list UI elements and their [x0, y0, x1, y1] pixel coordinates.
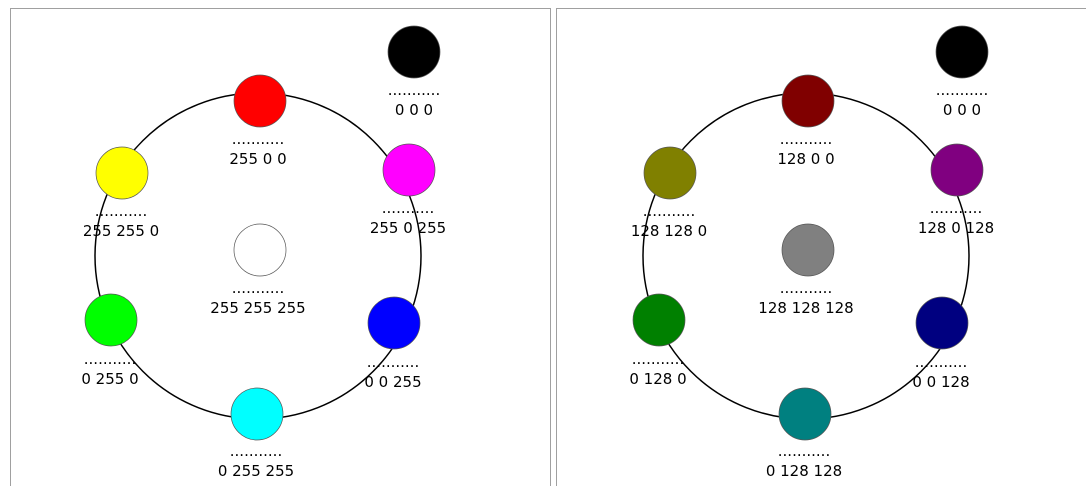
center-swatch: ........... 255 255 255 — [210, 223, 306, 317]
ring-swatch-dark-green: ........... 0 128 0 — [629, 293, 687, 388]
panel-left: ........... 0 0 0 ........... 255 255 25… — [81, 25, 446, 480]
color-swatch-circle — [643, 146, 697, 200]
dots: ........... — [915, 353, 967, 371]
color-swatch-circle — [233, 223, 287, 277]
dots: ........... — [367, 353, 419, 371]
color-swatch-circle — [367, 296, 421, 350]
color-swatch-circle — [935, 25, 989, 79]
rgb-label: 0 128 0 — [629, 370, 686, 388]
rgb-label: 0 0 0 — [943, 101, 981, 119]
color-swatch-circle — [382, 143, 436, 197]
dots: ........... — [930, 199, 982, 217]
center-swatch: ........... 128 128 128 — [758, 223, 854, 317]
color-swatch-circle — [95, 146, 149, 200]
ring-swatch-yellow: ........... 255 255 0 — [83, 146, 159, 240]
ring-swatch-magenta: ........... 255 0 255 — [370, 143, 446, 237]
rgb-label: 255 255 0 — [83, 222, 159, 240]
color-swatch-circle — [781, 74, 835, 128]
dots: ........... — [232, 279, 284, 297]
rgb-label: 0 0 0 — [395, 101, 433, 119]
dots: ........... — [778, 442, 830, 460]
color-swatch-circle — [778, 387, 832, 441]
color-swatch-circle — [632, 293, 686, 347]
ring-swatch-teal: ........... 0 128 128 — [766, 387, 842, 480]
dots: ........... — [84, 350, 136, 368]
rgb-label: 128 128 0 — [631, 222, 707, 240]
dots: ........... — [382, 199, 434, 217]
ring-swatch-navy: ........... 0 0 128 — [912, 296, 970, 391]
color-swatch-circle — [230, 387, 284, 441]
dots: ........... — [230, 442, 282, 460]
ring-swatch-cyan: ........... 0 255 255 — [218, 387, 294, 480]
ring-swatch-blue: ........... 0 0 255 — [364, 296, 422, 391]
dots: ........... — [780, 130, 832, 148]
dots: ........... — [232, 130, 284, 148]
panel-right: ........... 0 0 0 ........... 128 128 12… — [629, 25, 994, 480]
rgb-label: 255 255 255 — [210, 299, 305, 317]
rgb-label: 0 255 0 — [81, 370, 138, 388]
dots: ........... — [388, 81, 440, 99]
rgb-label: 0 0 128 — [912, 373, 969, 391]
rgb-label: 128 0 0 — [777, 150, 834, 168]
color-swatch-circle — [84, 293, 138, 347]
ring-swatch-maroon: ........... 128 0 0 — [777, 74, 835, 168]
color-swatch-circle — [387, 25, 441, 79]
ring-swatch-purple: ........... 128 0 128 — [918, 143, 994, 237]
color-swatch-circle — [915, 296, 969, 350]
ring-swatch-green: ........... 0 255 0 — [81, 293, 139, 388]
rgb-label: 0 128 128 — [766, 462, 842, 480]
rgb-label: 128 128 128 — [758, 299, 853, 317]
rgb-label: 255 0 255 — [370, 219, 446, 237]
dots: ........... — [95, 202, 147, 220]
rgb-label: 0 0 255 — [364, 373, 421, 391]
dots: ........... — [780, 279, 832, 297]
corner-swatch: ........... 0 0 0 — [935, 25, 989, 119]
color-swatch-circle — [233, 74, 287, 128]
ring-swatch-olive: ........... 128 128 0 — [631, 146, 707, 240]
corner-swatch: ........... 0 0 0 — [387, 25, 441, 119]
dots: ........... — [632, 350, 684, 368]
rgb-label: 255 0 0 — [229, 150, 286, 168]
rgb-label: 0 255 255 — [218, 462, 294, 480]
rgb-label: 128 0 128 — [918, 219, 994, 237]
color-swatch-circle — [781, 223, 835, 277]
ring-swatch-red: ........... 255 0 0 — [229, 74, 287, 168]
dots: ........... — [643, 202, 695, 220]
color-swatch-circle — [930, 143, 984, 197]
dots: ........... — [936, 81, 988, 99]
